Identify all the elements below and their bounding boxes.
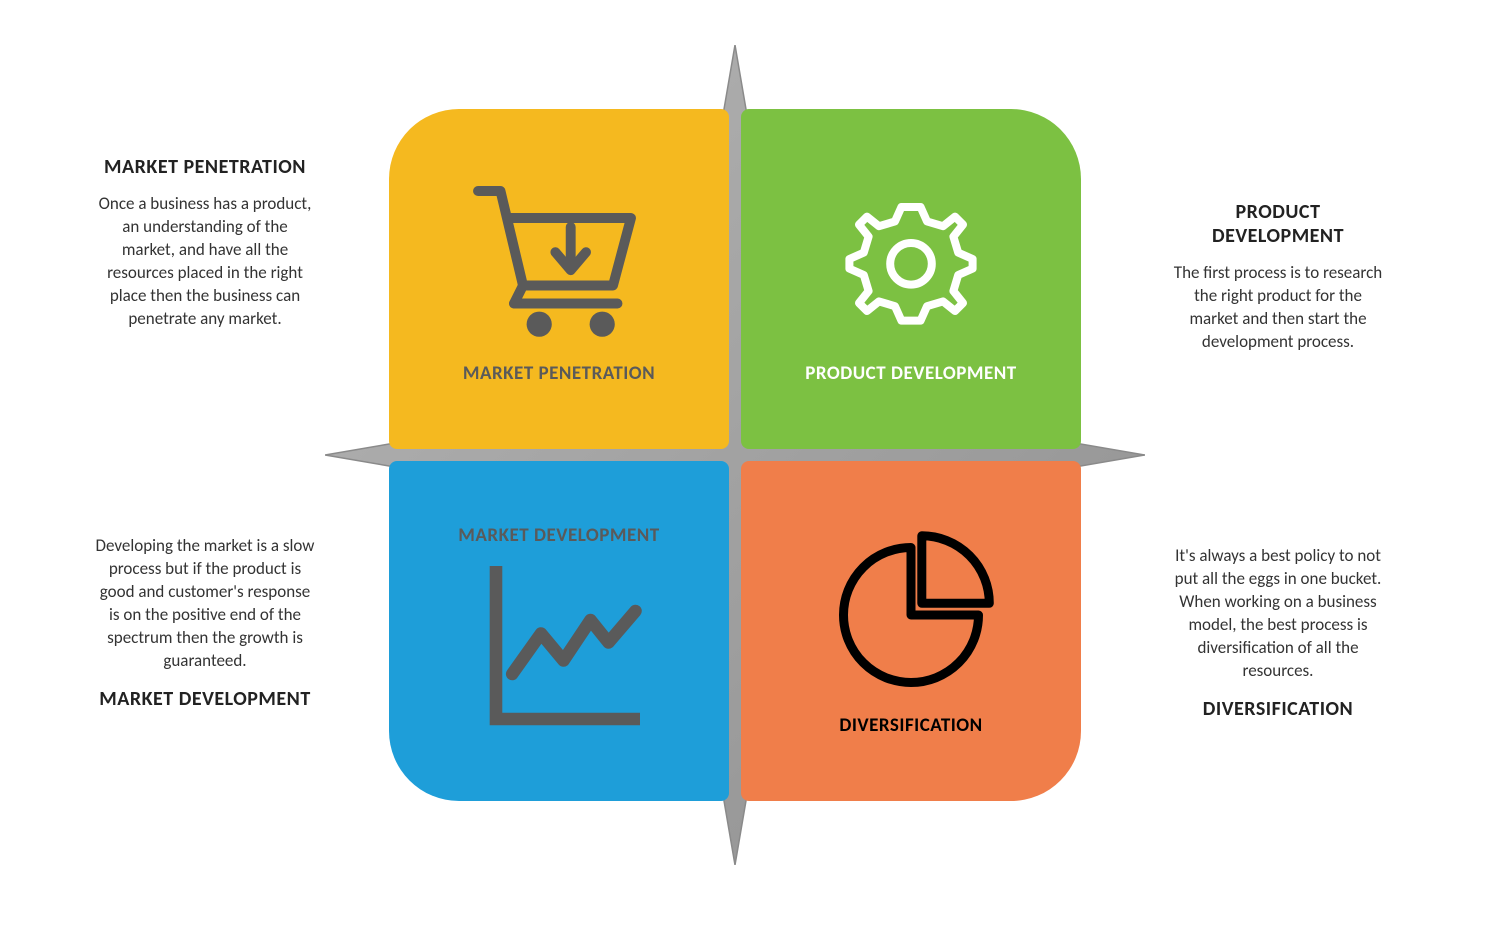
matrix-center: MARKET PENETRATION PRODUCT DEVELOPMENT M… (355, 75, 1115, 835)
side-heading-market-development: MARKET DEVELOPMENT (95, 687, 315, 711)
side-text-market-development: Developing the market is a slow process … (95, 535, 315, 711)
side-heading-diversification: DIVERSIFICATION (1168, 697, 1388, 721)
quadrant-label-product-development: PRODUCT DEVELOPMENT (805, 363, 1016, 386)
quadrant-label-market-development: MARKET DEVELOPMENT (458, 525, 659, 548)
side-body-diversification: It's always a best policy to not put all… (1168, 545, 1388, 683)
quadrant-product-development: PRODUCT DEVELOPMENT (741, 109, 1081, 449)
side-text-product-development: PRODUCT DEVELOPMENT The first process is… (1168, 200, 1388, 354)
side-body-market-penetration: Once a business has a product, an unders… (95, 193, 315, 331)
line-chart-icon (469, 557, 649, 737)
cart-arrow-down-icon (469, 173, 649, 353)
side-text-market-penetration: MARKET PENETRATION Once a business has a… (95, 155, 315, 331)
ansoff-matrix-infographic: MARKET PENETRATION Once a business has a… (0, 0, 1505, 928)
quadrant-label-market-penetration: MARKET PENETRATION (463, 363, 655, 386)
side-body-market-development: Developing the market is a slow process … (95, 535, 315, 673)
quadrant-market-penetration: MARKET PENETRATION (389, 109, 729, 449)
pie-chart-icon (821, 525, 1001, 705)
side-heading-product-development: PRODUCT DEVELOPMENT (1168, 200, 1388, 248)
side-body-product-development: The first process is to research the rig… (1168, 262, 1388, 354)
gear-icon (821, 173, 1001, 353)
quadrant-diversification: DIVERSIFICATION (741, 461, 1081, 801)
quadrant-market-development: MARKET DEVELOPMENT (389, 461, 729, 801)
quadrant-label-diversification: DIVERSIFICATION (839, 715, 982, 738)
side-heading-market-penetration: MARKET PENETRATION (95, 155, 315, 179)
side-text-diversification: It's always a best policy to not put all… (1168, 545, 1388, 721)
